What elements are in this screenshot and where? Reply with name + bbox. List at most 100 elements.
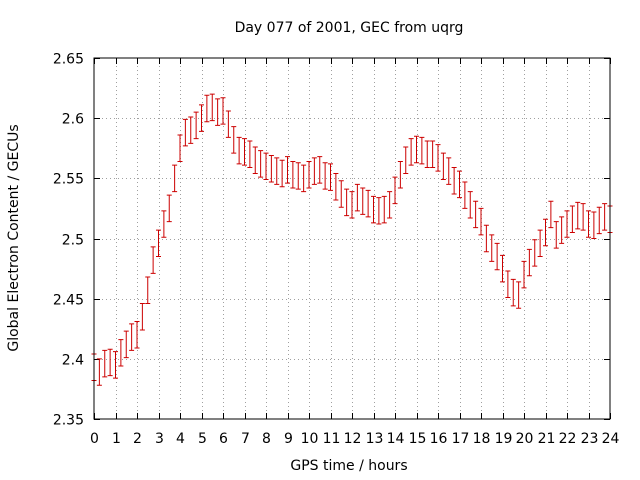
data-point-error-bar: [193, 111, 199, 140]
y-tick-label: 2.4: [62, 353, 84, 369]
x-tick-label: 12: [344, 431, 362, 447]
data-point-error-bar: [580, 203, 586, 231]
data-point-error-bar: [440, 152, 446, 181]
data-point-error-bar: [392, 176, 398, 205]
data-point-error-bar: [516, 281, 522, 309]
x-tick-label: 24: [602, 431, 620, 447]
data-point-error-bar: [295, 162, 301, 190]
data-point-error-bar: [467, 191, 473, 219]
grid-lines: [94, 58, 610, 419]
data-point-error-bar: [204, 94, 210, 123]
data-point-error-bar: [107, 348, 113, 377]
data-point-error-bar: [360, 187, 366, 215]
y-tick-label: 2.6: [62, 112, 84, 128]
data-point-error-bar: [397, 160, 403, 189]
data-point-error-bar: [134, 321, 140, 349]
data-points: [91, 93, 613, 386]
y-tick-label: 2.35: [53, 413, 84, 429]
data-point-error-bar: [263, 152, 269, 181]
data-point-error-bar: [236, 136, 242, 165]
data-point-error-bar: [338, 180, 344, 208]
data-point-error-bar: [311, 157, 317, 185]
data-point-error-bar: [376, 197, 382, 225]
data-point-error-bar: [553, 221, 559, 249]
x-tick-label: 8: [262, 431, 271, 447]
data-point-error-bar: [242, 138, 247, 166]
x-tick-label: 20: [516, 431, 534, 447]
data-point-error-bar: [225, 110, 231, 138]
x-tick-label: 10: [301, 431, 319, 447]
data-point-error-bar: [510, 278, 516, 307]
data-point-error-bar: [494, 242, 500, 271]
data-point-error-bar: [537, 229, 543, 258]
data-point-error-bar: [602, 203, 608, 231]
data-point-error-bar: [161, 210, 167, 238]
data-point-error-bar: [446, 157, 452, 185]
data-point-error-bar: [532, 239, 538, 267]
data-point-error-bar: [231, 126, 237, 154]
x-tick-label: 4: [176, 431, 185, 447]
data-point-error-bar: [430, 140, 436, 169]
data-point-error-bar: [199, 104, 204, 132]
data-point-error-bar: [591, 211, 597, 239]
data-point-error-bar: [564, 210, 570, 238]
data-point-error-bar: [322, 162, 328, 190]
x-tick-label: 19: [495, 431, 513, 447]
data-point-error-bar: [166, 194, 172, 223]
x-tick-label: 5: [198, 431, 207, 447]
y-tick-label: 2.5: [62, 233, 84, 249]
data-point-error-bar: [569, 205, 575, 233]
data-point-error-bar: [365, 189, 371, 218]
data-point-error-bar: [489, 234, 495, 262]
x-tick-label: 23: [581, 431, 599, 447]
data-point-error-bar: [473, 200, 479, 229]
x-tick-label: 14: [387, 431, 405, 447]
x-tick-label: 6: [219, 431, 228, 447]
data-point-error-bar: [139, 302, 145, 331]
x-tick-label: 2: [133, 431, 142, 447]
data-point-error-bar: [419, 136, 425, 165]
data-point-error-bar: [451, 167, 457, 195]
data-point-error-bar: [129, 323, 135, 351]
data-point-error-bar: [387, 191, 393, 219]
x-tick-label: 9: [284, 431, 293, 447]
data-point-error-bar: [424, 140, 430, 169]
data-point-error-bar: [252, 146, 258, 175]
data-point-error-bar: [188, 116, 194, 144]
data-point-error-bar: [596, 206, 602, 235]
data-point-error-bar: [102, 349, 108, 378]
data-point-error-bar: [96, 358, 102, 386]
data-point-error-bar: [172, 164, 178, 193]
x-tick-label: 15: [409, 431, 427, 447]
y-tick-label: 2.55: [53, 172, 84, 188]
x-axis-label: GPS time / hours: [290, 458, 407, 474]
data-point-error-bar: [505, 270, 511, 298]
data-point-error-bar: [268, 154, 274, 183]
x-tick-label: 7: [241, 431, 250, 447]
x-tick-label: 17: [452, 431, 470, 447]
data-point-error-bar: [526, 248, 532, 277]
data-point-error-bar: [333, 173, 339, 201]
x-tick-label: 21: [538, 431, 556, 447]
data-point-error-bar: [247, 140, 253, 169]
data-point-error-bar: [220, 97, 226, 125]
data-point-error-bar: [118, 339, 124, 367]
data-point-error-bar: [381, 195, 387, 224]
data-point-error-bar: [575, 201, 581, 230]
data-point-error-bar: [328, 163, 333, 191]
data-point-error-bar: [317, 156, 323, 184]
x-tick-label: 11: [323, 431, 341, 447]
y-tick-label: 2.45: [53, 293, 84, 309]
data-point-error-bar: [435, 144, 441, 172]
data-point-error-bar: [548, 200, 554, 229]
data-point-error-bar: [258, 150, 264, 178]
data-point-error-bar: [156, 229, 161, 258]
y-tick-label: 2.65: [53, 52, 84, 68]
tick-labels: 0 1 2 3 4 5 6 7 8 9 10 11 12 13 14 15 16 17 18 19 20 21 22 23 24…: [53, 52, 620, 448]
x-tick-label: 22: [559, 431, 577, 447]
data-point-error-bar: [344, 188, 350, 217]
data-point-error-bar: [285, 156, 290, 184]
x-tick-label: 18: [473, 431, 491, 447]
plot-frame: [93, 57, 611, 420]
